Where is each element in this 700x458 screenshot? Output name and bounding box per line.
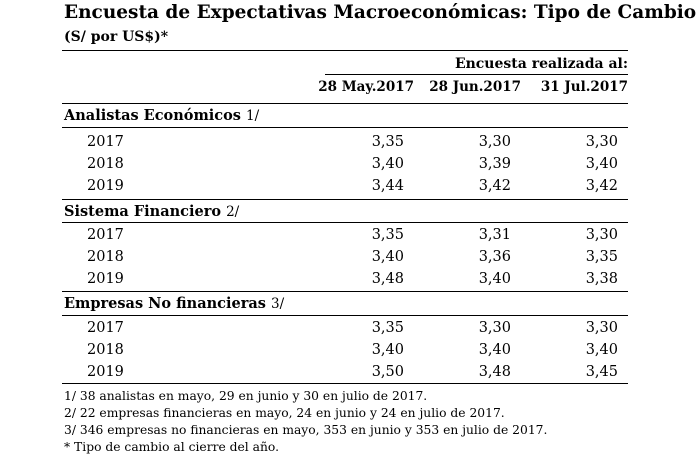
cell-may: 3,48: [371, 271, 404, 287]
section-title-underline: [62, 222, 628, 223]
section-title-analistas: Analistas Económicos 1/: [64, 107, 259, 124]
cell-jul: 3,40: [585, 156, 618, 172]
row-year: 2019: [87, 271, 124, 287]
cell-may: 3,44: [371, 178, 404, 194]
cell-may: 3,35: [371, 320, 404, 336]
row-year: 2017: [87, 227, 124, 243]
cell-jun: 3,40: [478, 342, 511, 358]
table-bottom-rule: [62, 383, 628, 384]
cell-jul: 3,30: [585, 134, 618, 150]
row-year: 2018: [87, 249, 124, 265]
column-header-may: 28 May.2017: [318, 79, 414, 95]
cell-may: 3,50: [371, 364, 404, 380]
cell-jun: 3,30: [478, 134, 511, 150]
table-row: 2018 3,40 3,40 3,40: [0, 342, 700, 362]
section-title-empresas: Empresas No financieras 3/: [64, 295, 284, 312]
cell-jul: 3,30: [585, 320, 618, 336]
section-divider: [62, 199, 628, 200]
footnote-3: 3/ 346 empresas no financieras en mayo, …: [64, 423, 548, 437]
cell-jul: 3,45: [585, 364, 618, 380]
table-row: 2017 3,35 3,31 3,30: [0, 227, 700, 247]
page-subtitle: (S/ por US$)*: [64, 29, 169, 45]
section-divider: [62, 103, 628, 104]
cell-jun: 3,48: [478, 364, 511, 380]
cell-may: 3,40: [371, 156, 404, 172]
section-title-label: Empresas No financieras: [64, 295, 266, 312]
cell-jul: 3,30: [585, 227, 618, 243]
table-top-rule: [62, 50, 628, 51]
table-row: 2019 3,48 3,40 3,38: [0, 271, 700, 291]
table-row: 2019 3,50 3,48 3,45: [0, 364, 700, 384]
table-row: 2017 3,35 3,30 3,30: [0, 320, 700, 340]
cell-may: 3,35: [371, 227, 404, 243]
cell-jul: 3,38: [585, 271, 618, 287]
cell-may: 3,35: [371, 134, 404, 150]
cell-may: 3,40: [371, 342, 404, 358]
section-title-label: Sistema Financiero: [64, 203, 222, 220]
survey-date-header: Encuesta realizada al:: [454, 56, 628, 72]
footnote-asterisk: * Tipo de cambio al cierre del año.: [64, 440, 279, 454]
cell-jun: 3,36: [478, 249, 511, 265]
column-header-jun: 28 Jun.2017: [429, 79, 521, 95]
footnote-2: 2/ 22 empresas financieras en mayo, 24 e…: [64, 406, 505, 420]
row-year: 2019: [87, 178, 124, 194]
table-row: 2018 3,40 3,36 3,35: [0, 249, 700, 269]
cell-jun: 3,40: [478, 271, 511, 287]
row-year: 2017: [87, 134, 124, 150]
survey-header-underline: [325, 74, 628, 75]
footnote-1: 1/ 38 analistas en mayo, 29 en junio y 3…: [64, 389, 428, 403]
section-note-ref: 2/: [226, 204, 240, 220]
row-year: 2019: [87, 364, 124, 380]
cell-jun: 3,42: [478, 178, 511, 194]
page-title: Encuesta de Expectativas Macroeconómicas…: [64, 2, 697, 23]
row-year: 2018: [87, 342, 124, 358]
section-title-sistema-financiero: Sistema Financiero 2/: [64, 203, 239, 220]
cell-jul: 3,40: [585, 342, 618, 358]
cell-jun: 3,39: [478, 156, 511, 172]
table-row: 2018 3,40 3,39 3,40: [0, 156, 700, 176]
cell-jun: 3,30: [478, 320, 511, 336]
cell-may: 3,40: [371, 249, 404, 265]
row-year: 2018: [87, 156, 124, 172]
section-note-ref: 3/: [271, 296, 285, 312]
cell-jun: 3,31: [478, 227, 511, 243]
table-row: 2017 3,35 3,30 3,30: [0, 134, 700, 154]
cell-jul: 3,35: [585, 249, 618, 265]
section-note-ref: 1/: [246, 108, 260, 124]
column-header-jul: 31 Jul.2017: [540, 79, 628, 95]
table-row: 2019 3,44 3,42 3,42: [0, 178, 700, 198]
row-year: 2017: [87, 320, 124, 336]
cell-jul: 3,42: [585, 178, 618, 194]
section-title-underline: [62, 315, 628, 316]
section-title-underline: [62, 127, 628, 128]
section-divider: [62, 291, 628, 292]
section-title-label: Analistas Económicos: [64, 107, 241, 124]
